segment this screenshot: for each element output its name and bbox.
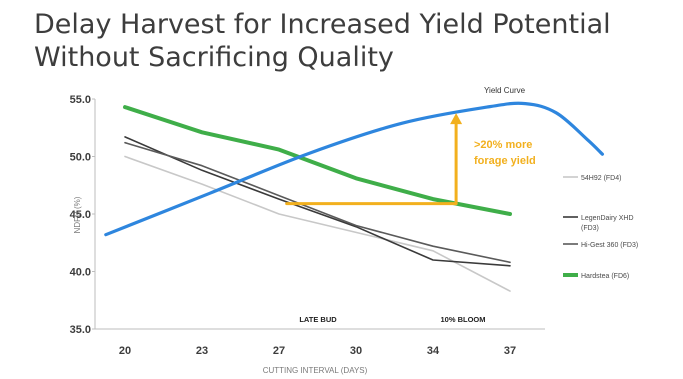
x-tick-label: 34 bbox=[427, 345, 440, 357]
ten-percent-bloom-label: 10% BLOOM bbox=[440, 315, 485, 324]
title-line-1: Delay Harvest for Increased Yield Potent… bbox=[34, 9, 611, 40]
y-tick-label: 55.0 bbox=[70, 94, 91, 106]
yield-gain-text-line-1: >20% more bbox=[474, 139, 532, 151]
legend: 54H92 (FD4) LegenDairy XHD (FD3) Hi-Gest 36… bbox=[563, 175, 638, 280]
yield-curve-label: Yield Curve bbox=[484, 86, 526, 95]
x-tick-label: 27 bbox=[273, 345, 285, 357]
series-line-1 bbox=[124, 155, 511, 292]
series-layer bbox=[104, 101, 604, 292]
y-tick-label: 50.0 bbox=[70, 152, 91, 164]
legend-label-2: LegenDairy XHD bbox=[581, 215, 634, 222]
series-line-4 bbox=[123, 105, 512, 216]
y-axis-label: NDFD (%) bbox=[73, 196, 82, 233]
yield-gain-arrowhead bbox=[450, 113, 463, 125]
yield-curve-line bbox=[104, 101, 604, 237]
series-line-3 bbox=[124, 141, 511, 264]
x-tick-label: 20 bbox=[119, 345, 131, 357]
page-title: Delay Harvest for Increased Yield Potent… bbox=[34, 8, 634, 74]
x-tick-label: 23 bbox=[196, 345, 208, 357]
y-tick-label: 45.0 bbox=[70, 209, 91, 221]
x-tick-label: 37 bbox=[504, 345, 516, 357]
y-tick-labels: 35.0 40.0 45.0 50.0 55.0 bbox=[70, 94, 95, 336]
yield-gain-text-line-2: forage yield bbox=[474, 155, 536, 167]
legend-label-4: Hardstea (FD6) bbox=[581, 273, 629, 280]
late-bud-label: LATE BUD bbox=[299, 315, 337, 324]
legend-label-3: Hi-Gest 360 (FD3) bbox=[581, 242, 638, 249]
x-axis-label: CUTTING INTERVAL (DAYS) bbox=[263, 366, 368, 375]
yield-gain-arrow bbox=[285, 113, 463, 206]
x-tick-label: 30 bbox=[350, 345, 362, 357]
title-line-2: Without Sacrificing Quality bbox=[34, 42, 394, 73]
y-tick-label: 35.0 bbox=[70, 324, 91, 336]
legend-label-1: 54H92 (FD4) bbox=[581, 175, 621, 182]
legend-label-2: (FD3) bbox=[581, 225, 599, 232]
series-line-2 bbox=[124, 136, 511, 267]
x-tick-labels: 20 23 27 30 34 37 bbox=[119, 345, 516, 357]
y-tick-label: 40.0 bbox=[70, 267, 91, 279]
